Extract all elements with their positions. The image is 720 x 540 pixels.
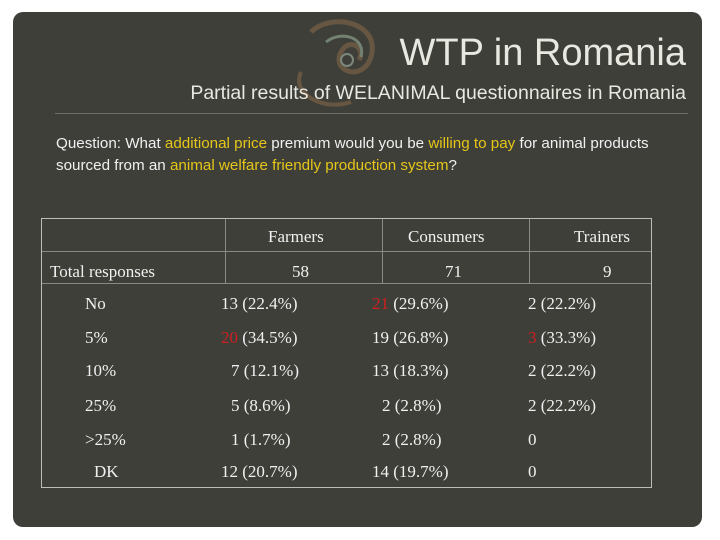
cell-count: 5 (231, 396, 240, 415)
table-cell: 2 (2.8%) (382, 396, 441, 416)
question-part: ? (448, 157, 457, 174)
cell-count: 2 (528, 294, 537, 313)
table-cell: 14 (19.7%) (372, 462, 448, 482)
question-highlight: additional price (164, 135, 268, 152)
cell-count: 19 (372, 328, 389, 347)
table-cell: 0 (528, 430, 537, 450)
table-cell: 19 (26.8%) (372, 328, 448, 348)
table-cell: 13 (22.4%) (221, 294, 297, 314)
row-label: >25% (85, 430, 126, 449)
row-label: No (85, 294, 106, 313)
table-cell: 21 (29.6%) (372, 294, 448, 314)
table-cell: 3 (33.3%) (528, 328, 596, 348)
column-header-farmers: Farmers (268, 227, 324, 246)
page-subtitle: Partial results of WELANIMAL questionnai… (190, 82, 686, 104)
table-cell: 1 (1.7%) (231, 430, 290, 450)
page-title: WTP in Romania (399, 32, 686, 74)
table-cell: 0 (528, 462, 537, 482)
cell-percent: (18.3%) (393, 361, 449, 380)
cell-percent: (2.8%) (394, 396, 442, 415)
cell-percent: (33.3%) (540, 328, 596, 347)
question-part: Question: What (56, 135, 165, 152)
table-cell: 2 (22.2%) (528, 396, 596, 416)
cell-percent: (26.8%) (393, 328, 449, 347)
column-header-trainers: Trainers (574, 227, 631, 246)
table-cell: 2 (2.8%) (382, 430, 441, 450)
table-divider (42, 251, 651, 252)
cell-count: 2 (382, 430, 391, 449)
cell-percent: (1.7%) (243, 430, 291, 449)
cell-count: 3 (528, 328, 537, 347)
cell-percent: (12.1%) (243, 361, 299, 380)
cell-percent: (22.2%) (540, 396, 596, 415)
cell-percent: (22.2%) (540, 294, 596, 313)
cell-count: 21 (372, 294, 389, 313)
table-cell: 2 (22.2%) (528, 294, 596, 314)
cell-percent: (29.6%) (393, 294, 449, 313)
question-part: for animal products sourced from an (56, 135, 649, 174)
table-cell: 2 (22.2%) (528, 361, 596, 381)
total-trainers: 9 (603, 262, 612, 281)
cell-percent: (2.8%) (394, 430, 442, 449)
row-label: 5% (85, 328, 108, 347)
table-cell: 13 (18.3%) (372, 361, 448, 381)
cell-count: 1 (231, 430, 240, 449)
cell-count: 7 (231, 361, 240, 380)
question-text: Question: What additional price premium … (56, 133, 696, 177)
table-cell: 20 (34.5%) (221, 328, 297, 348)
title-divider (55, 113, 688, 114)
row-label: 25% (85, 396, 117, 415)
cell-count: 2 (528, 396, 537, 415)
cell-count: 14 (372, 462, 389, 481)
row-label: DK (94, 462, 119, 481)
cell-count: 2 (382, 396, 391, 415)
column-header-consumers: Consumers (408, 227, 485, 246)
cell-percent: (34.5%) (242, 328, 298, 347)
cell-percent: (20.7%) (242, 462, 298, 481)
cell-count: 13 (221, 294, 238, 313)
table-divider (42, 283, 651, 284)
cell-percent: (22.4%) (242, 294, 298, 313)
total-farmers: 58 (292, 262, 309, 281)
row-label: 10% (85, 361, 117, 380)
cell-percent: (8.6%) (243, 396, 291, 415)
table-cell: 12 (20.7%) (221, 462, 297, 482)
table-cell: 5 (8.6%) (231, 396, 290, 416)
decorative-swirl-logo-icon (297, 19, 375, 107)
question-part: premium would you be (267, 135, 429, 152)
results-table: Farmers Consumers Trainers Total respons… (41, 218, 652, 488)
cell-count: 12 (221, 462, 238, 481)
total-responses-label: Total responses (50, 262, 156, 281)
table-cell: 7 (12.1%) (231, 361, 299, 381)
question-highlight: animal welfare friendly production syste… (169, 157, 449, 174)
cell-count: 0 (528, 430, 537, 449)
cell-count: 0 (528, 462, 537, 481)
cell-percent: (19.7%) (393, 462, 449, 481)
cell-count: 13 (372, 361, 389, 380)
cell-percent: (22.2%) (540, 361, 596, 380)
cell-count: 2 (528, 361, 537, 380)
cell-count: 20 (221, 328, 238, 347)
question-highlight: willing to pay (428, 135, 516, 152)
total-consumers: 71 (445, 262, 462, 281)
slide: WTP in Romania Partial results of WELANI… (13, 12, 702, 527)
